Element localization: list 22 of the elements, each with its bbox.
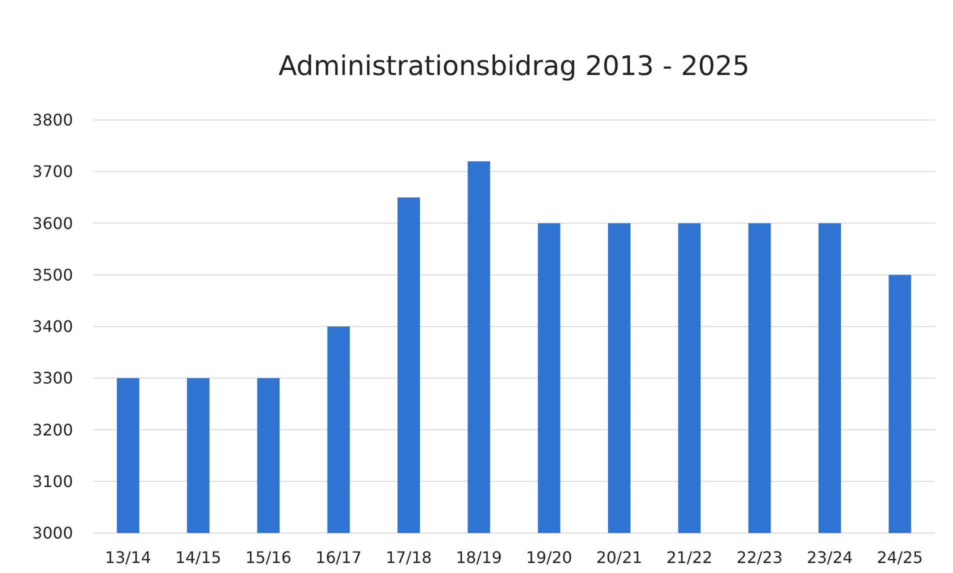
x-tick-label: 23/24 — [806, 548, 853, 567]
x-tick-label: 20/21 — [596, 548, 642, 567]
y-tick-label: 3400 — [32, 317, 73, 336]
y-tick-label: 3000 — [32, 524, 73, 543]
y-tick-label: 3700 — [32, 162, 73, 182]
y-tick-label: 3100 — [32, 472, 73, 491]
x-tick-label: 24/25 — [876, 548, 923, 567]
y-tick-label: 3500 — [32, 265, 73, 284]
x-tick-label: 19/20 — [526, 548, 572, 567]
y-tick-label: 3600 — [32, 214, 73, 233]
y-tick-label: 3800 — [32, 110, 73, 130]
y-tick-label: 3300 — [32, 368, 73, 388]
chart-title: Administrationsbidrag 2013 - 2025 — [278, 51, 750, 82]
y-tick-label: 3200 — [32, 420, 73, 440]
x-tick-label: 16/17 — [316, 548, 362, 567]
x-tick-label: 21/22 — [666, 548, 712, 567]
x-tick-label: 15/16 — [245, 548, 292, 567]
x-tick-label: 14/15 — [175, 548, 222, 567]
x-tick-label: 18/19 — [456, 548, 502, 567]
x-tick-label: 22/23 — [736, 548, 783, 567]
x-tick-label: 13/14 — [105, 548, 152, 567]
x-tick-label: 17/18 — [386, 548, 432, 567]
